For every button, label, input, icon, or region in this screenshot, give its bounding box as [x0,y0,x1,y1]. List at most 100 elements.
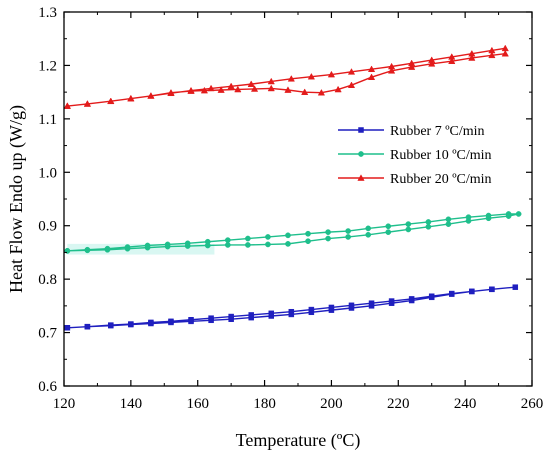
series-7-point [108,322,114,328]
series-20-point [347,68,356,75]
series-10-point [365,231,372,238]
legend-item-7-label: Rubber 7 ºC/min [390,124,485,139]
series-10-point [405,226,412,233]
series-10-point [265,241,271,248]
series-20-point [488,51,496,59]
series-7-point [64,325,71,331]
series-7-point [469,288,475,295]
series-20-point [127,94,135,102]
y-axis-title: Heat Flow Endo up (W/g) [6,105,27,293]
plot-area [63,44,522,331]
series-20-point [367,65,376,72]
legend-item-10-marker [358,151,364,157]
series-20-point [234,85,242,93]
series-10-point [285,241,291,247]
series-7-point [208,315,214,321]
series-7-point [328,304,335,311]
series-20-point [408,63,416,70]
series-20-point [83,100,92,107]
legend: Rubber 7 ºC/min Rubber 10 ºC/min Rubber 20… [338,124,492,187]
series-7-point [388,298,395,304]
series-10-point [385,223,392,230]
series-7-point [168,318,174,325]
x-tick-label: 140 [120,396,143,412]
series-20-point [107,97,115,105]
y-tick-label: 0.8 [38,272,57,288]
series-20-point [287,75,295,82]
series-10-point [485,212,492,219]
series-10-point [365,225,372,232]
legend-item-20-label: Rubber 20 ºC/min [390,172,492,187]
y-tick-label: 1.3 [38,5,57,21]
series-10-point [224,242,231,248]
series-20-point [247,80,255,87]
series-7-point [348,302,355,309]
series-10-point [515,211,522,217]
series-10-point [405,221,412,227]
axes: 120 140 160 180 200 220 240 260 0.6 0.7 0.8 0.9 1.0 1… [38,5,543,412]
series-20-line [67,47,506,107]
plot-frame [63,11,533,387]
series-20-point [301,88,309,95]
series-20-point [501,49,509,57]
series-20-point [227,82,235,90]
series-20-point [428,60,436,67]
series-10-point [325,229,331,235]
x-tick-label: 200 [320,396,343,412]
series-20-point [207,84,215,92]
y-tick-label: 0.9 [38,219,57,235]
series-10-point [325,235,331,242]
y-tick-label: 0.6 [38,379,57,395]
legend-item-10-label: Rubber 10 ºC/min [390,148,492,163]
x-tick-label: 180 [253,396,276,412]
series-7-point [308,306,315,313]
series-10-point [345,228,351,234]
y-tick-label: 1.0 [38,165,57,181]
series-20-point [387,67,396,74]
series-10-point [224,237,231,243]
series-7-point [489,286,495,293]
series-10-point [345,234,351,240]
series-10-point [445,216,452,223]
x-axis-title: Temperature (ºC) [236,430,361,451]
series-20-point [317,88,326,96]
series-20-point [307,72,315,80]
legend-item-20-marker [357,174,365,181]
series-20-point [187,87,195,94]
highlight-band [67,243,215,255]
series-7-point [428,293,435,299]
series-20-point [327,70,336,78]
series-20-point [250,85,259,92]
series-7-point [188,316,194,323]
series-20-point [284,86,292,93]
series-10-point [305,230,311,237]
series-10-point [245,235,251,242]
series-7-point [449,290,455,297]
series-7-point [368,300,375,306]
series-20-point [267,77,275,85]
series-10-point [164,241,171,248]
series-10-point [385,229,392,235]
y-tick-label: 0.7 [38,326,57,342]
series-7-point [268,310,275,317]
series-7-point [408,296,415,302]
series-10-point [144,242,151,249]
series-20-point [167,88,175,96]
series-20-point [367,73,376,80]
series-7-point [228,313,234,320]
x-tick-label: 220 [387,396,410,412]
series-20-point [468,54,476,61]
y-tick-label: 1.1 [38,112,57,128]
series-10-point [305,238,311,245]
series-20-point [334,85,342,93]
x-tick-label: 260 [521,396,544,412]
series-10-point [104,245,111,252]
series-7-point [288,308,295,315]
series-20-point [267,84,275,92]
series-7-point [512,284,519,290]
series-20-point [448,57,456,64]
series-7-line [67,286,516,329]
series-10-point [445,221,452,227]
series-20-point [63,102,71,109]
